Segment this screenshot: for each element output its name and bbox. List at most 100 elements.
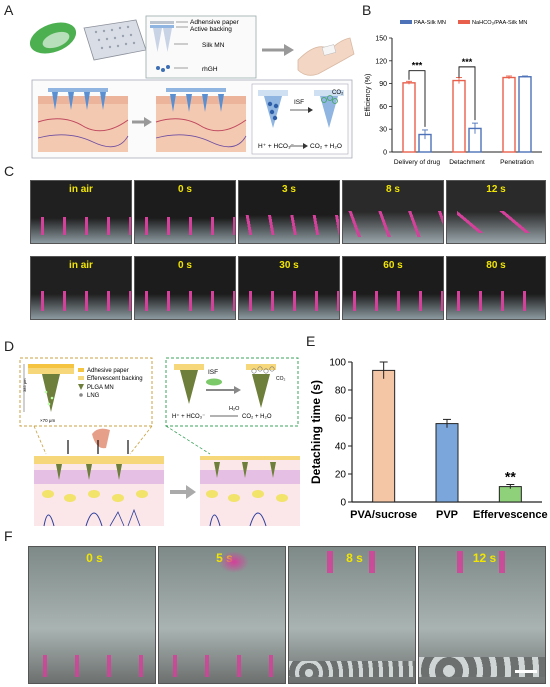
scale-bottom-label: ×70 μm xyxy=(40,418,55,423)
y-tick-label: 80 xyxy=(335,386,347,397)
panel-c-frames: in air 0 s 3 s 8 s 12 s in air 0 s 30 s … xyxy=(30,180,546,325)
needles-row xyxy=(31,291,131,311)
bubbles xyxy=(419,657,545,677)
chart-b: 0 30 60 90 120 150 Efficiency (%) PAA-Silk MN Na… xyxy=(362,14,548,170)
skin-tissue-left xyxy=(34,428,164,527)
h2o-label: H₂O xyxy=(229,406,240,412)
bar xyxy=(518,76,532,153)
frame-time-label: 0 s xyxy=(86,551,103,565)
x-tick-label: Effervescence xyxy=(473,509,548,521)
arm-icon xyxy=(297,37,355,76)
video-frame: 12 s xyxy=(446,180,546,244)
frame-time-label: in air xyxy=(69,260,93,271)
detached-mn xyxy=(439,551,525,573)
video-frame: 0 s xyxy=(28,546,156,684)
frame-time-label: 0 s xyxy=(178,260,192,271)
legend-effervescent-backing: Effervescent backing xyxy=(87,376,143,382)
layer-label: rhGH xyxy=(202,66,218,73)
panel-f-frames: 0 s 5 s 8 s 12 s xyxy=(28,546,548,684)
video-frame: 30 s xyxy=(238,256,340,320)
layer-label: Active backing xyxy=(190,26,232,33)
needles-row xyxy=(447,291,545,311)
needles-row xyxy=(29,655,155,677)
y-axis-label: Efficiency (%) xyxy=(365,74,372,117)
legend-label: NaHCO₃/PAA-Silk MN xyxy=(472,20,527,26)
video-frame: in air xyxy=(30,180,132,244)
frame-time-label: 30 s xyxy=(279,260,299,271)
reaction-left: H⁺ + HCO₃⁻ xyxy=(172,413,205,420)
video-frame: 8 s xyxy=(342,180,444,244)
skin-tissue-right xyxy=(200,456,300,527)
needles-row xyxy=(343,291,443,311)
reaction-left: H⁺ + HCO₃⁻ xyxy=(258,143,295,150)
legend-lng: LNG xyxy=(87,393,100,399)
bar xyxy=(435,423,459,503)
reaction-right: CO₂ + H₂O xyxy=(242,414,272,420)
legend-plga-mn: PLGA MN xyxy=(87,385,114,391)
patch-icon xyxy=(29,22,77,54)
bar xyxy=(498,486,522,503)
chart-b-svg: 0 30 60 90 120 150 Efficiency (%) PAA-Silk MN Na… xyxy=(365,20,542,166)
scale-top-label: 385 μm xyxy=(22,378,27,392)
y-tick-label: 90 xyxy=(379,81,387,88)
frame-time-label: 60 s xyxy=(383,260,403,271)
video-frame: 8 s xyxy=(288,546,416,684)
bubbles xyxy=(289,661,415,677)
skin-block xyxy=(155,88,247,152)
panel-a-svg: Adhensive paper Active backing Silk MN r… xyxy=(29,15,355,159)
panel-d-svg: 385 μm ×70 μm Adhesive paper Effervescen… xyxy=(19,357,300,527)
panel-a-schematic: Adhensive paper Active backing Silk MN r… xyxy=(18,10,358,160)
legend-adhesive-paper: Adhesive paper xyxy=(87,368,129,374)
significance-bracket xyxy=(408,70,426,127)
legend-swatch xyxy=(458,20,470,24)
co2-label: CO₂ xyxy=(332,90,344,96)
y-tick-label: 100 xyxy=(329,358,346,369)
skin-block xyxy=(37,88,129,152)
y-tick-label: 60 xyxy=(379,104,387,111)
needles-row xyxy=(457,211,535,233)
needles-row xyxy=(239,215,339,235)
significance-label: *** xyxy=(462,57,473,67)
needles-row xyxy=(135,217,235,235)
y-tick-label: 150 xyxy=(375,36,387,43)
layer-label: Silk MN xyxy=(202,42,225,49)
chart-e-svg: 0 20 40 60 80 100 Detaching time (s) PVA/sucros… xyxy=(309,358,548,522)
video-frame: 3 s xyxy=(238,180,340,244)
frame-time-label: 3 s xyxy=(282,184,296,195)
needles-row xyxy=(159,655,285,677)
panel-label-b: B xyxy=(362,2,372,18)
video-frame: 80 s xyxy=(446,256,546,320)
x-tick-label: Penetration xyxy=(500,159,534,166)
x-tick-label: Detachment xyxy=(449,159,485,166)
panel-d-schematic: 385 μm ×70 μm Adhesive paper Effervescen… xyxy=(14,352,304,528)
y-tick-label: 20 xyxy=(335,470,347,481)
needles-row xyxy=(239,291,339,311)
y-tick-label: 0 xyxy=(340,498,346,509)
needles-row xyxy=(135,291,235,311)
panel-label-e: E xyxy=(306,333,316,349)
frame-time-label: 12 s xyxy=(486,184,506,195)
detached-mn xyxy=(219,551,249,573)
needles-row xyxy=(31,217,131,235)
y-tick-label: 120 xyxy=(375,58,387,65)
isf-label: ISF xyxy=(208,369,218,376)
layer-label: Adhensive paper xyxy=(190,19,240,26)
significance-label: ** xyxy=(505,469,516,485)
reaction-right: CO₂ + H₂O xyxy=(310,143,342,150)
x-tick-label: Delivery of drug xyxy=(394,159,441,166)
scale-bar xyxy=(515,670,537,673)
video-frame: 60 s xyxy=(342,256,444,320)
legend-label: PAA-Silk MN xyxy=(414,20,446,26)
y-tick-label: 40 xyxy=(335,442,347,453)
y-tick-label: 0 xyxy=(383,150,387,157)
x-tick-label: PVA/sucrose xyxy=(350,509,417,521)
panel-label-d: D xyxy=(4,338,15,354)
bar xyxy=(372,369,396,503)
frame-time-label: 0 s xyxy=(178,184,192,195)
mn-array-icon xyxy=(83,19,147,61)
video-frame: 0 s xyxy=(134,180,236,244)
y-tick-label: 30 xyxy=(379,127,387,134)
y-tick-label: 60 xyxy=(335,414,347,425)
legend-swatch xyxy=(400,20,412,24)
frame-time-label: 8 s xyxy=(386,184,400,195)
